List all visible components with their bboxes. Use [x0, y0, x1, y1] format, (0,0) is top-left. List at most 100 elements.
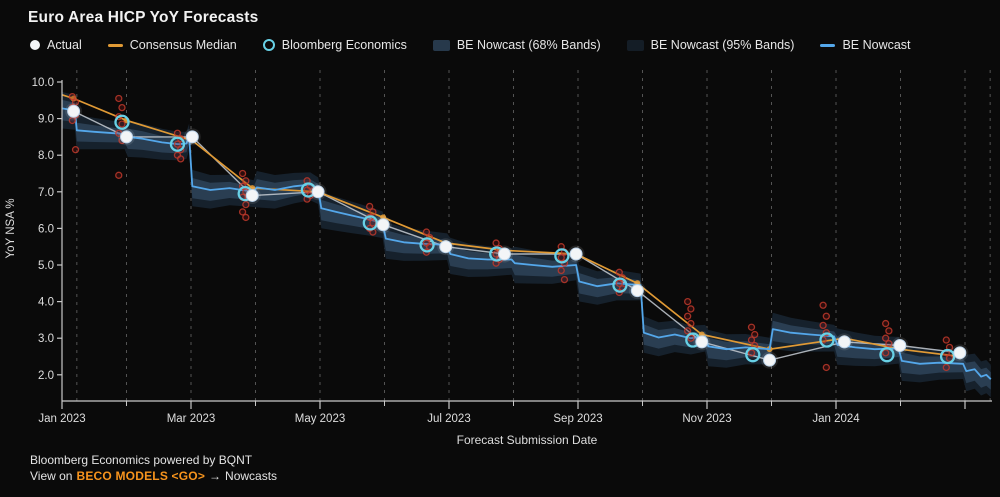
x-tick-label: Jan 2023: [38, 413, 85, 425]
bloomberg-economics-point: [362, 215, 378, 231]
economist-forecast-point: [684, 327, 692, 335]
actual-point: [497, 247, 511, 261]
economist-forecast-point: [366, 202, 374, 211]
legend-label: Consensus Median: [129, 38, 237, 52]
actual-point: [630, 284, 644, 298]
chart-title: Euro Area HICP YoY Forecasts: [28, 9, 259, 26]
economist-forecast-point: [822, 312, 830, 320]
dash-marker-icon: [107, 43, 123, 47]
actual-point: [185, 130, 199, 144]
bloomberg-economics-point: [939, 348, 956, 365]
economist-forecast-point: [238, 208, 247, 216]
economist-forecast-point: [819, 321, 827, 330]
legend-item-consensus-median: Consensus Median: [107, 38, 237, 52]
footer-powered-by: Bloomberg Economics powered by BQNT: [30, 453, 253, 467]
economist-forecast-point: [615, 279, 623, 287]
bloomberg-economics-point: [554, 248, 570, 264]
economist-forecast-point: [173, 129, 182, 137]
economist-forecast-point: [942, 363, 950, 372]
economist-forecast-point: [687, 305, 695, 313]
y-tick-label: 9.0: [38, 114, 54, 126]
actual-point: [439, 240, 453, 254]
economist-forecast-point: [118, 103, 126, 112]
economist-forecast-point: [173, 140, 182, 148]
legend-item-bloomberg-economics: Bloomberg Economics: [262, 38, 407, 52]
y-axis-title: YoY NSA %: [5, 198, 17, 258]
economist-forecast-point: [422, 228, 431, 236]
actual-point: [120, 130, 133, 144]
y-tick-label: 10.0: [32, 77, 54, 89]
dash-marker-icon: [820, 43, 836, 47]
actual-line: [73, 110, 960, 361]
dot-marker-icon: [30, 40, 40, 50]
legend-item-be-nowcast: BE Nowcast: [820, 38, 911, 52]
x-tick-label: Jan 2024: [812, 413, 860, 425]
beco-models-link[interactable]: BECO MODELS <GO>: [76, 469, 206, 483]
x-tick-label: May 2023: [295, 413, 346, 425]
be-nowcast-line: [61, 107, 992, 380]
bloomberg-economics-point: [114, 114, 130, 130]
footer: Bloomberg Economics powered by BQNT View…: [0, 446, 1000, 484]
economist-forecast-point: [687, 319, 695, 328]
economist-forecast-point: [557, 254, 565, 262]
economist-forecast-point: [945, 354, 954, 362]
bloomberg-economics-point: [879, 347, 895, 363]
bloomberg-economics-point: [169, 136, 186, 152]
y-tick-label: 8.0: [38, 150, 54, 162]
economist-forecast-point: [747, 336, 756, 344]
economist-forecast-point: [684, 297, 692, 306]
legend: Actual Consensus Median Bloomberg Economic…: [0, 27, 1000, 56]
x-axis-title: Forecast Submission Date: [457, 433, 598, 446]
economist-forecast-point: [68, 92, 76, 101]
economist-forecast-point: [238, 169, 247, 178]
y-tick-label: 2.0: [38, 370, 54, 382]
y-tick-label: 3.0: [38, 333, 54, 345]
economist-forecast-point: [942, 336, 950, 344]
economist-forecast-point: [885, 327, 893, 335]
legend-item-be-nowcast-68-bands: BE Nowcast (68% Bands): [432, 38, 601, 52]
economist-forecast-point: [747, 349, 756, 357]
legend-label: BE Nowcast (95% Bands): [650, 38, 795, 52]
swatch-marker-icon: [432, 39, 450, 51]
economist-forecast-point: [115, 171, 123, 179]
footer-nowcasts-text: Nowcasts: [225, 469, 278, 483]
forecast-chart: Jan 2023 Mar 2023 May 2023 Jul 2023 Sep 2023…: [5, 70, 992, 446]
economist-forecast-point: [882, 349, 890, 357]
x-tick-label: Nov 2023: [682, 413, 731, 425]
legend-label: Bloomberg Economics: [281, 38, 407, 52]
y-tick-label: 4.0: [38, 297, 54, 309]
actual-point: [953, 346, 967, 360]
economist-forecast-point: [303, 186, 311, 194]
swatch-marker-icon: [626, 39, 644, 51]
bloomberg-economics-point: [745, 347, 761, 363]
actual-point: [695, 335, 709, 349]
economist-forecast-point: [492, 239, 500, 247]
consensus-median-line: [61, 93, 960, 358]
legend-label: BE Nowcast (68% Bands): [456, 38, 601, 52]
legend-label: BE Nowcast: [842, 38, 911, 52]
legend-item-be-nowcast-95-bands: BE Nowcast (95% Bands): [626, 38, 795, 52]
economist-forecast-point: [684, 312, 692, 320]
economist-forecast-point: [687, 334, 695, 342]
x-tick-label: Sep 2023: [553, 413, 602, 425]
actual-point: [245, 188, 259, 202]
economist-forecast-point: [615, 268, 623, 276]
actual-point: [311, 185, 325, 199]
economist-forecast-point: [822, 363, 830, 372]
economist-forecast-point: [242, 200, 250, 209]
economist-forecast-point: [242, 213, 250, 222]
bloomberg-economics-point: [819, 332, 835, 348]
economist-forecast-point: [71, 146, 80, 154]
bloomberg-economics-point: [612, 277, 628, 293]
y-tick-label: 5.0: [38, 260, 54, 272]
economist-forecast-point: [242, 177, 250, 185]
economist-forecast-point: [882, 319, 890, 328]
economist-forecast-point: [819, 301, 827, 309]
footer-view-on-line: View on BECO MODELS <GO> → Nowcasts: [30, 468, 1000, 484]
y-tick-label: 7.0: [38, 187, 54, 199]
economist-forecast-point: [369, 208, 377, 216]
economist-forecast-point: [177, 155, 185, 163]
actual-point: [67, 104, 81, 118]
ring-marker-icon: [262, 39, 275, 51]
